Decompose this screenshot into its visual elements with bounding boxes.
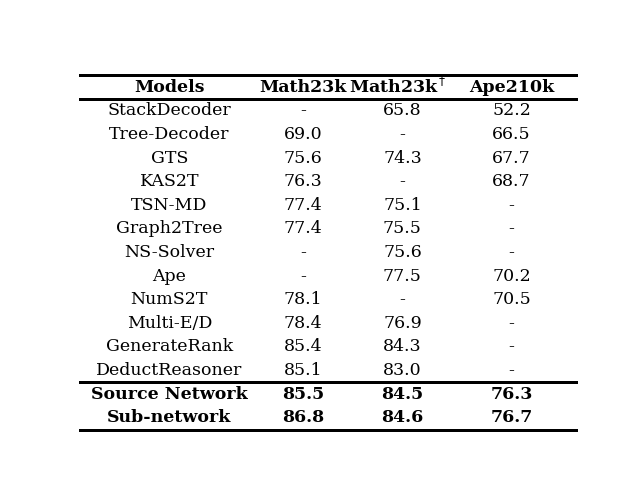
Text: 78.4: 78.4	[284, 315, 323, 332]
Text: 76.3: 76.3	[490, 386, 532, 402]
Text: 66.5: 66.5	[492, 126, 531, 143]
Text: -: -	[509, 244, 515, 261]
Text: 86.8: 86.8	[282, 410, 324, 426]
Text: 75.6: 75.6	[383, 244, 422, 261]
Text: -: -	[399, 126, 405, 143]
Text: -: -	[399, 291, 405, 308]
Text: Models: Models	[134, 78, 205, 96]
Text: 76.7: 76.7	[490, 410, 532, 426]
Text: -: -	[300, 244, 306, 261]
Text: -: -	[509, 220, 515, 238]
Text: 85.4: 85.4	[284, 338, 323, 355]
Text: 85.5: 85.5	[282, 386, 324, 402]
Text: -: -	[509, 315, 515, 332]
Text: TSN-MD: TSN-MD	[131, 197, 207, 214]
Text: 75.6: 75.6	[284, 150, 323, 166]
Text: DeductReasoner: DeductReasoner	[96, 362, 243, 379]
Text: Ape: Ape	[152, 268, 186, 284]
Text: 68.7: 68.7	[492, 173, 531, 190]
Text: 77.5: 77.5	[383, 268, 422, 284]
Text: KAS2T: KAS2T	[140, 173, 199, 190]
Text: 76.9: 76.9	[383, 315, 422, 332]
Text: GenerateRank: GenerateRank	[106, 338, 233, 355]
Text: 75.5: 75.5	[383, 220, 422, 238]
Text: Sub-network: Sub-network	[107, 410, 232, 426]
Text: Graph2Tree: Graph2Tree	[116, 220, 223, 238]
Text: 65.8: 65.8	[383, 102, 422, 120]
Text: 84.6: 84.6	[381, 410, 424, 426]
Text: 83.0: 83.0	[383, 362, 422, 379]
Text: Ape210k: Ape210k	[469, 78, 554, 96]
Text: 70.5: 70.5	[492, 291, 531, 308]
Text: NS-Solver: NS-Solver	[124, 244, 214, 261]
Text: 84.5: 84.5	[381, 386, 424, 402]
Text: -: -	[509, 362, 515, 379]
Text: GTS: GTS	[150, 150, 188, 166]
Text: 67.7: 67.7	[492, 150, 531, 166]
Text: -: -	[300, 268, 306, 284]
Text: Math23k$^\dagger$: Math23k$^\dagger$	[349, 77, 446, 98]
Text: 70.2: 70.2	[492, 268, 531, 284]
Text: -: -	[399, 173, 405, 190]
Text: 74.3: 74.3	[383, 150, 422, 166]
Text: NumS2T: NumS2T	[131, 291, 208, 308]
Text: 84.3: 84.3	[383, 338, 422, 355]
Text: 52.2: 52.2	[492, 102, 531, 120]
Text: -: -	[509, 197, 515, 214]
Text: 75.1: 75.1	[383, 197, 422, 214]
Text: 77.4: 77.4	[284, 220, 323, 238]
Text: 85.1: 85.1	[284, 362, 323, 379]
Text: -: -	[509, 338, 515, 355]
Text: StackDecoder: StackDecoder	[108, 102, 231, 120]
Text: 77.4: 77.4	[284, 197, 323, 214]
Text: 76.3: 76.3	[284, 173, 323, 190]
Text: Source Network: Source Network	[91, 386, 248, 402]
Text: 69.0: 69.0	[284, 126, 323, 143]
Text: Math23k: Math23k	[259, 78, 347, 96]
Text: Multi-E/D: Multi-E/D	[127, 315, 212, 332]
Text: 78.1: 78.1	[284, 291, 323, 308]
Text: Tree-Decoder: Tree-Decoder	[109, 126, 230, 143]
Text: -: -	[300, 102, 306, 120]
